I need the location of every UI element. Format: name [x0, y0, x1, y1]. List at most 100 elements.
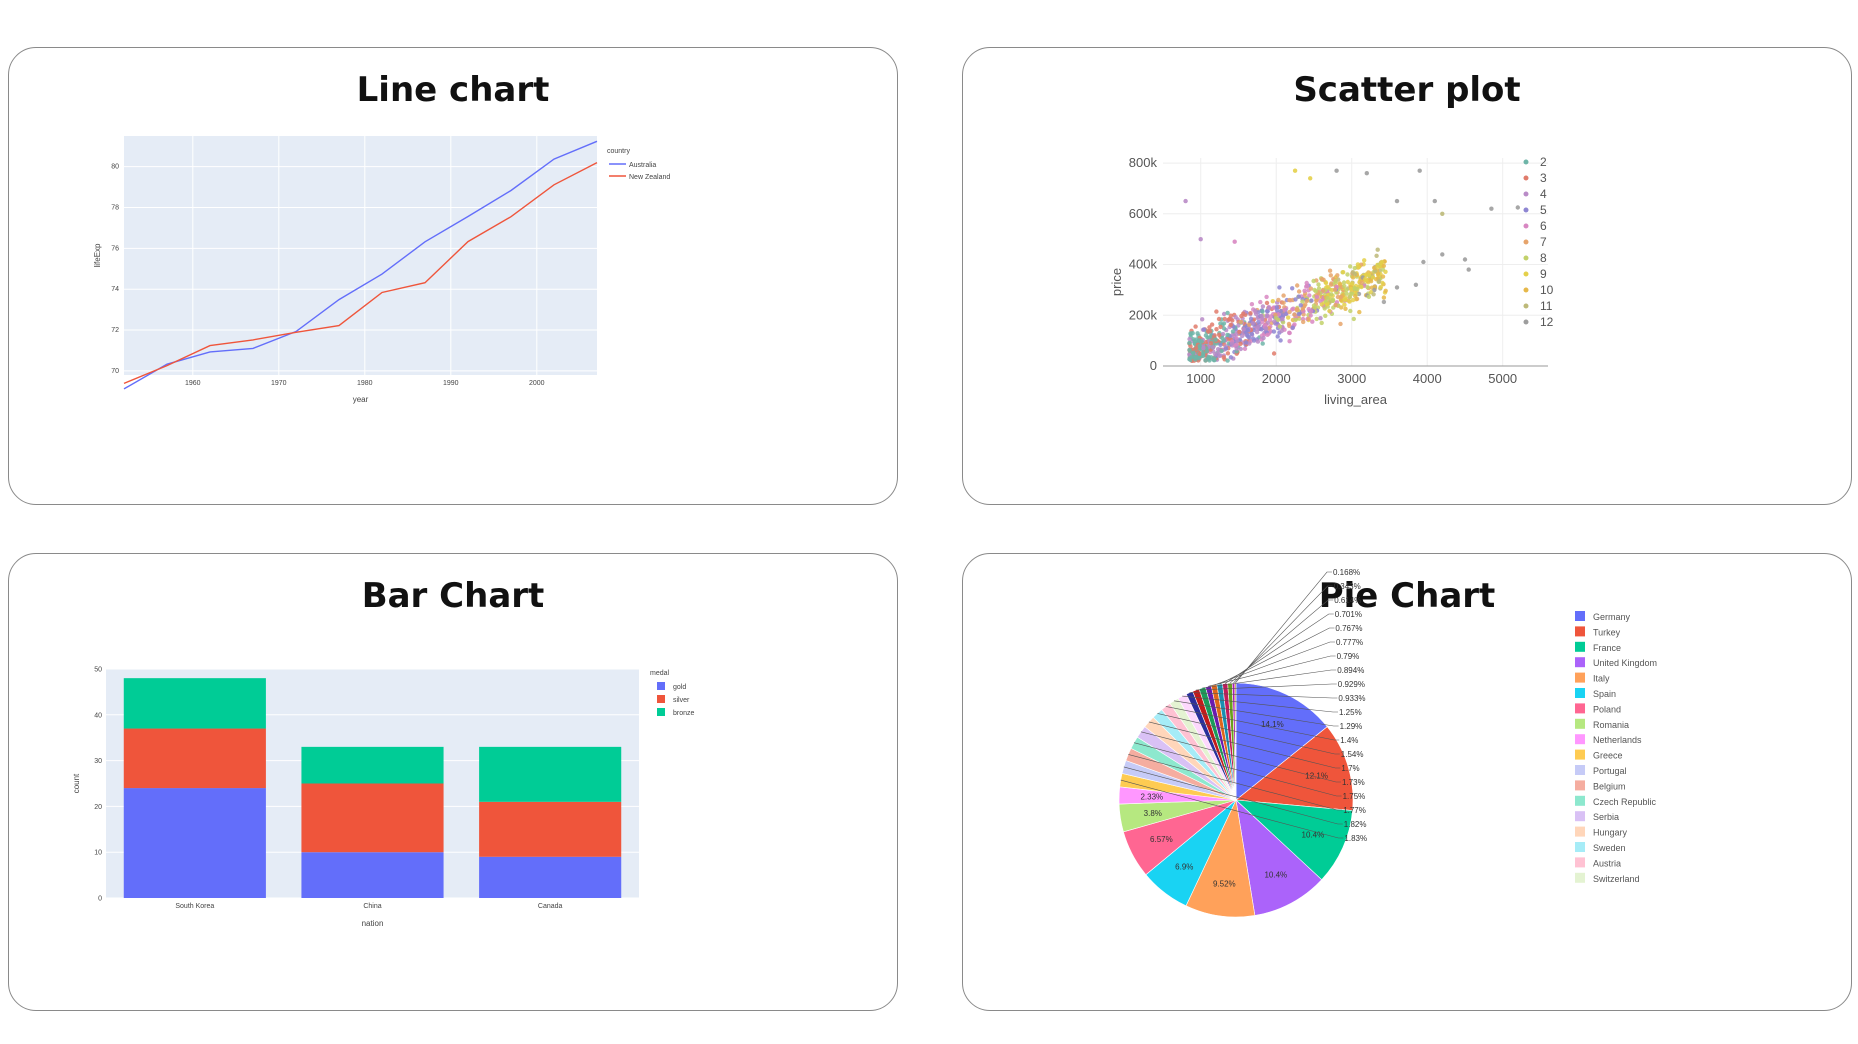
legend-label: Spain	[1593, 689, 1616, 699]
scatter-point	[1183, 198, 1188, 204]
scatter-point	[1276, 297, 1281, 303]
scatter-point	[1260, 309, 1265, 314]
scatter-point	[1221, 321, 1227, 326]
scatter-point	[1275, 334, 1280, 339]
scatter-point	[1238, 341, 1243, 346]
legend-title: country	[607, 148, 630, 155]
scatter-point	[1277, 324, 1283, 329]
scatter-point	[1466, 267, 1471, 272]
legend-marker	[1523, 271, 1529, 277]
scatter-point	[1327, 308, 1332, 314]
scatter-point	[1296, 289, 1302, 294]
scatter-point	[1314, 316, 1319, 322]
pie-slice-label: 1.4%	[1340, 736, 1358, 745]
scatter-point	[1362, 258, 1367, 263]
legend-label: 7	[1540, 235, 1547, 249]
legend-label: Greece	[1593, 751, 1623, 761]
bar-bronze	[479, 746, 622, 802]
scatter-point	[1260, 316, 1265, 321]
scatter-point	[1372, 265, 1377, 270]
scatter-point	[1287, 309, 1292, 315]
scatter-point	[1313, 289, 1319, 294]
scatter-point	[1206, 356, 1211, 361]
x-tick-label: Canada	[538, 903, 563, 910]
pie-slice-label: 0.933%	[1338, 694, 1365, 703]
pie-slice-label: 2.33%	[1140, 793, 1163, 802]
legend-label: 10	[1540, 283, 1554, 297]
scatter-point	[1238, 319, 1244, 325]
pie-label-leader	[1208, 655, 1336, 687]
scatter-point	[1352, 286, 1357, 291]
x-axis-label: year	[353, 395, 369, 404]
scatter-point	[1216, 316, 1222, 322]
scatter-point	[1245, 332, 1250, 337]
scatter-point	[1264, 326, 1269, 331]
pie-slice-label: 0.777%	[1336, 638, 1363, 647]
series-line-australia	[123, 140, 598, 390]
legend-label: Germany	[1593, 612, 1631, 622]
scatter-point	[1462, 257, 1468, 262]
scatter-point	[1311, 278, 1316, 284]
scatter-point	[1371, 292, 1376, 297]
scatter-point	[1413, 282, 1419, 287]
legend-marker	[1523, 207, 1529, 213]
scatter-point	[1187, 340, 1192, 346]
x-tick-label: South Korea	[175, 903, 214, 910]
scatter-point	[1350, 297, 1356, 303]
pie-label-leader	[1219, 627, 1335, 685]
legend-title: medal	[650, 670, 670, 677]
scatter-point	[1197, 344, 1202, 349]
legend-marker	[1523, 175, 1529, 181]
scatter-point	[1334, 168, 1339, 173]
scatter-point	[1364, 278, 1369, 283]
x-tick-label: 5000	[1488, 371, 1517, 386]
scatter-point	[1320, 288, 1326, 293]
scatter-point	[1264, 300, 1270, 306]
scatter-point	[1249, 302, 1255, 307]
y-tick-label: 200k	[1129, 307, 1158, 322]
scatter-point	[1290, 286, 1295, 291]
pie-label-leader	[1133, 742, 1342, 797]
pie-slice-label: 1.73%	[1342, 778, 1365, 787]
scatter-point	[1275, 317, 1281, 322]
scatter-point	[1261, 335, 1266, 341]
scatter-point	[1193, 324, 1198, 329]
scatter-point	[1225, 310, 1230, 316]
pie-slice-label: 3.8%	[1144, 809, 1162, 818]
legend-label: Poland	[1593, 704, 1621, 714]
scatter-point	[1255, 339, 1261, 344]
scatter-point	[1241, 311, 1246, 316]
scatter-point	[1200, 317, 1205, 322]
bar-silver	[123, 728, 266, 789]
scatter-point	[1290, 325, 1295, 330]
legend-swatch	[1575, 611, 1585, 621]
legend-label: Turkey	[1593, 627, 1621, 637]
scatter-point	[1253, 308, 1258, 313]
scatter-point	[1199, 339, 1204, 344]
scatter-point	[1258, 299, 1263, 305]
pie-slice	[1235, 682, 1328, 801]
y-tick-label: 400k	[1129, 257, 1158, 272]
scatter-point	[1380, 280, 1385, 286]
y-axis-label: count	[72, 773, 81, 793]
legend-swatch	[1575, 749, 1585, 760]
scatter-point	[1234, 346, 1239, 351]
scatter-point	[1302, 288, 1307, 293]
scatter-point	[1254, 329, 1260, 335]
scatter-point	[1366, 272, 1372, 277]
y-tick-label: 70	[111, 368, 119, 375]
scatter-point	[1311, 303, 1317, 308]
legend-label: 5	[1540, 203, 1547, 217]
scatter-point	[1308, 308, 1314, 314]
legend-label: Australia	[629, 162, 656, 169]
scatter-point	[1265, 332, 1270, 337]
y-axis-label: price	[1109, 268, 1124, 296]
scatter-point	[1243, 340, 1249, 345]
scatter-point	[1220, 331, 1226, 337]
scatter-point	[1217, 353, 1222, 359]
scatter-point	[1251, 338, 1257, 343]
legend-label: Belgium	[1593, 781, 1626, 791]
scatter-point	[1271, 329, 1277, 334]
pie-slice-label: 0.168%	[1333, 568, 1360, 577]
scatter-point	[1333, 278, 1338, 284]
